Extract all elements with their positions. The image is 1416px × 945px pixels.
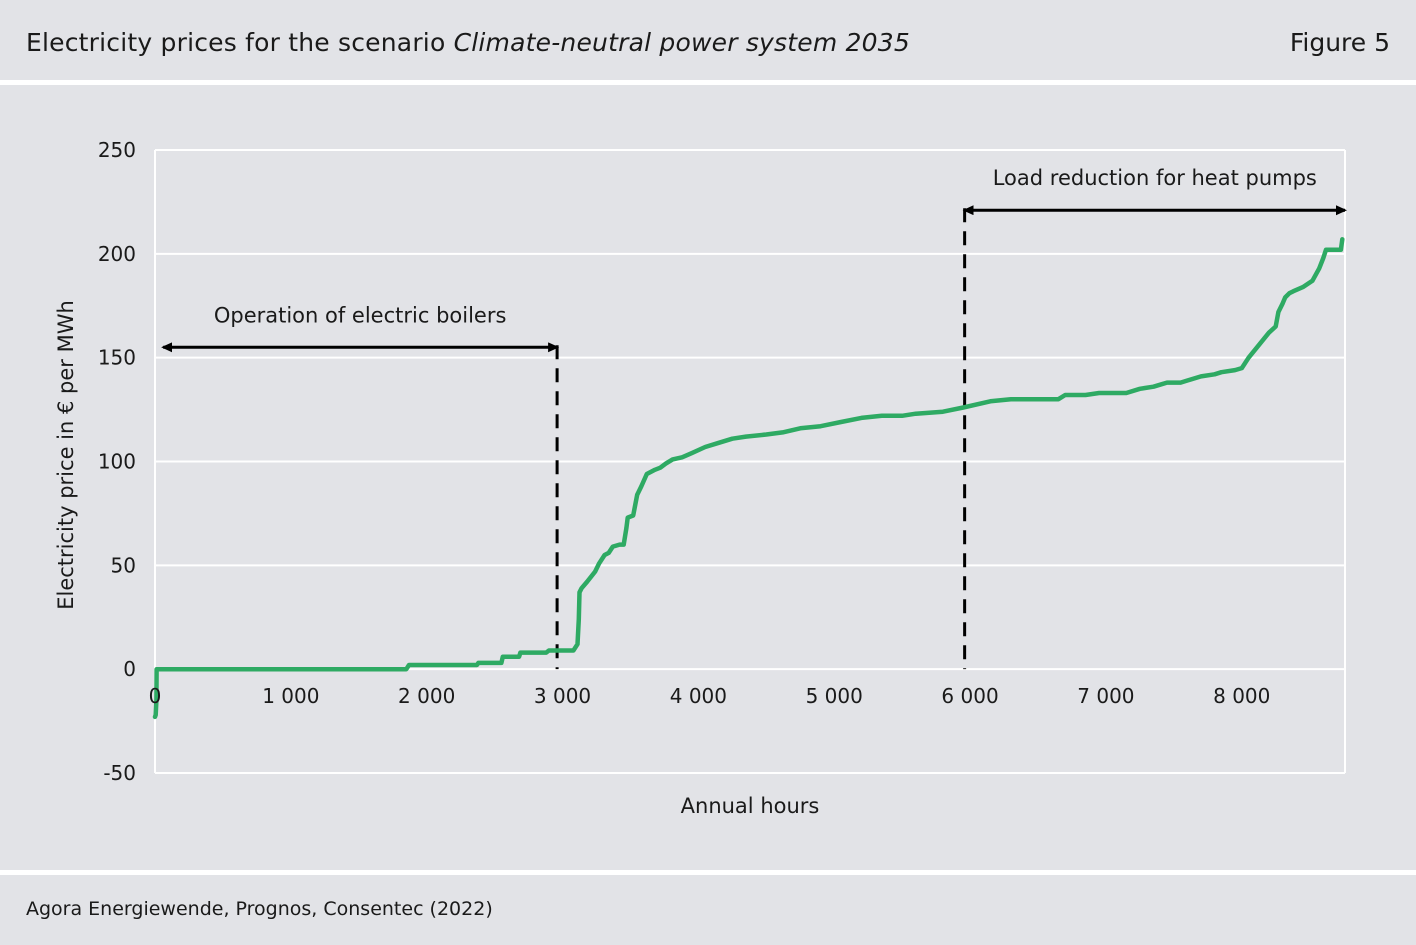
- x-tick-label: 0: [149, 684, 162, 708]
- series-layer: [152, 237, 1345, 720]
- title-prefix: Electricity prices for the scenario: [26, 28, 454, 57]
- grid: [154, 149, 1346, 774]
- x-tick-label: 3 000: [534, 684, 591, 708]
- y-tick-label: 150: [98, 346, 136, 370]
- tick-labels: 250 200 150 100 50 0 -50 0 1 000 2 000 3 000 4 000 5…: [98, 138, 1271, 785]
- price-series-line: [152, 237, 1345, 720]
- annotation-label: Load reduction for heat pumps: [993, 166, 1317, 190]
- x-tick-label: 8 000: [1213, 684, 1270, 708]
- figure-header: Electricity prices for the scenario Clim…: [0, 0, 1416, 80]
- annotations: Operation of electric boilers Load reduct…: [161, 166, 1347, 670]
- figure-title: Electricity prices for the scenario Clim…: [26, 28, 910, 57]
- x-tick-label: 1 000: [262, 684, 319, 708]
- y-tick-label: 0: [123, 657, 136, 681]
- x-tick-label: 2 000: [398, 684, 455, 708]
- x-tick-label: 6 000: [941, 684, 998, 708]
- footer-divider: [0, 870, 1416, 875]
- y-tick-label: 200: [98, 242, 136, 266]
- y-tick-label: 100: [98, 450, 136, 474]
- source-note: Agora Energiewende, Prognos, Consentec (…: [26, 898, 493, 920]
- y-tick-label: -50: [103, 761, 136, 785]
- annotation-label: Operation of electric boilers: [214, 303, 507, 327]
- x-tick-label: 5 000: [806, 684, 863, 708]
- y-tick-label: 50: [111, 553, 136, 577]
- header-divider: [0, 80, 1416, 85]
- title-scenario-name: Climate-neutral power system 2035: [453, 28, 910, 57]
- y-axis-title: Electricity price in € per MWh: [54, 300, 78, 610]
- x-axis-title: Annual hours: [681, 794, 820, 818]
- x-tick-label: 7 000: [1077, 684, 1134, 708]
- price-duration-chart: Operation of electric boilers Load reduct…: [54, 138, 1347, 818]
- y-tick-label: 250: [98, 138, 136, 162]
- x-tick-label: 4 000: [670, 684, 727, 708]
- figure-number: Figure 5: [1289, 28, 1390, 57]
